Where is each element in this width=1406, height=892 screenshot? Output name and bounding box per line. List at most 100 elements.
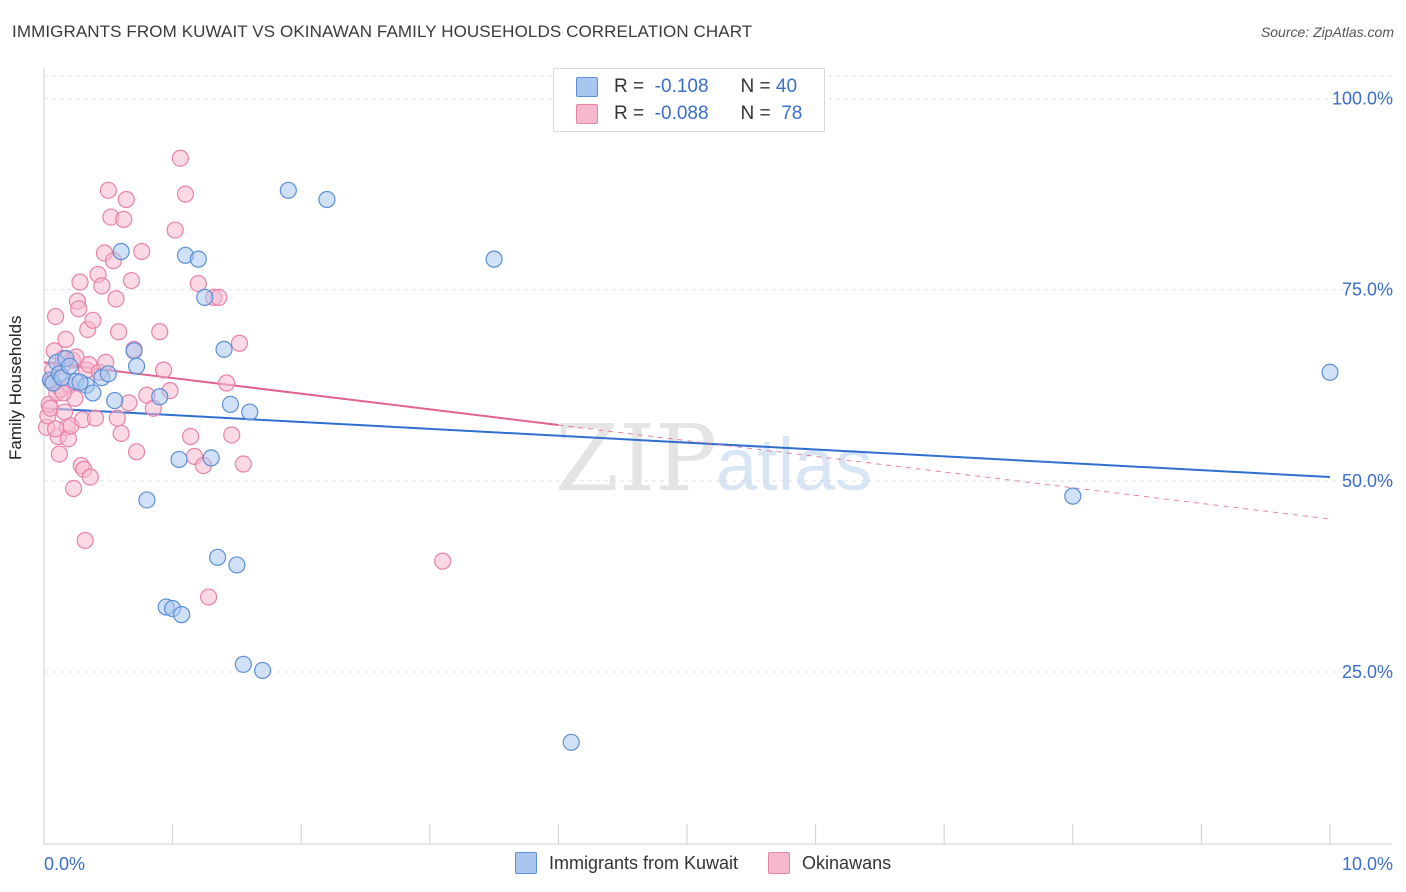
- point-okinawan: [46, 307, 65, 326]
- point-kuwait: [99, 365, 117, 383]
- point-okinawan: [112, 424, 130, 443]
- point-okinawan: [93, 277, 111, 295]
- point-kuwait: [234, 655, 252, 673]
- y-tick-label: 75.0%: [1342, 280, 1393, 300]
- legend-row-okinawan: R = -0.088 N = 78: [576, 102, 802, 126]
- point-okinawan: [107, 290, 125, 308]
- point-kuwait: [138, 491, 156, 509]
- legend-n-label: N =: [740, 103, 771, 124]
- point-kuwait: [221, 395, 240, 413]
- axes: [43, 68, 1392, 845]
- legend-n-value: 40: [775, 76, 798, 97]
- trend-line-kuwait: [43, 407, 1331, 479]
- correlation-legend: R = -0.108 N = 40 R = -0.088 N = 78: [553, 68, 825, 132]
- point-okinawan: [176, 185, 195, 203]
- point-okinawan: [171, 149, 189, 167]
- point-okinawan: [434, 552, 452, 570]
- point-kuwait: [241, 403, 259, 421]
- point-kuwait: [1321, 363, 1339, 381]
- point-kuwait: [170, 450, 188, 469]
- legend-n-label: N =: [740, 76, 771, 97]
- x-tick-label: 0.0%: [44, 854, 85, 874]
- legend-swatch-blue: [576, 77, 598, 97]
- legend-r-value: -0.108: [654, 76, 709, 97]
- y-axis-label: Family Households: [6, 315, 25, 460]
- point-okinawan: [81, 468, 99, 486]
- point-kuwait: [173, 606, 191, 624]
- chart-title: IMMIGRANTS FROM KUWAIT VS OKINAWAN FAMIL…: [12, 22, 753, 41]
- point-okinawan: [71, 273, 89, 291]
- legend-label-okinawans: Okinawans: [802, 852, 892, 873]
- point-kuwait: [151, 388, 169, 406]
- trend-lines: [43, 361, 1331, 520]
- point-kuwait: [196, 288, 214, 306]
- y-tick-label: 25.0%: [1342, 662, 1393, 682]
- point-kuwait: [125, 342, 143, 360]
- point-kuwait: [215, 340, 233, 358]
- point-kuwait: [485, 250, 503, 268]
- point-okinawan: [86, 409, 105, 427]
- point-okinawan: [151, 323, 169, 341]
- x-tick-label: 10.0%: [1342, 854, 1393, 874]
- point-okinawan: [117, 190, 135, 209]
- point-kuwait: [71, 373, 89, 391]
- point-okinawan: [109, 323, 128, 341]
- point-okinawan: [218, 374, 236, 392]
- legend-swatch-pink: [768, 852, 791, 874]
- point-okinawan: [182, 427, 200, 446]
- point-kuwait: [318, 190, 336, 209]
- point-kuwait: [61, 357, 79, 375]
- point-kuwait: [202, 449, 220, 467]
- watermark-zip: ZIP: [555, 405, 717, 512]
- point-okinawan: [41, 399, 60, 417]
- source-label: Source: ZipAtlas.com: [1260, 24, 1394, 40]
- point-okinawan: [223, 426, 241, 444]
- point-okinawan: [99, 181, 117, 199]
- watermark-atlas: atlas: [716, 423, 872, 506]
- legend-item-okinawans[interactable]: Okinawans: [768, 852, 891, 874]
- point-kuwait: [562, 733, 580, 751]
- point-okinawan: [230, 334, 249, 352]
- legend-r-value: -0.088: [654, 103, 709, 124]
- point-okinawan: [46, 420, 65, 438]
- point-kuwait: [209, 548, 227, 566]
- point-okinawan: [122, 271, 141, 290]
- point-okinawan: [133, 242, 151, 261]
- legend-label-kuwait: Immigrants from Kuwait: [549, 852, 739, 873]
- legend-item-kuwait[interactable]: Immigrants from Kuwait: [515, 852, 738, 874]
- legend-r-label: R =: [614, 76, 645, 97]
- legend-r-label: R =: [614, 103, 645, 124]
- point-okinawan: [50, 445, 69, 463]
- point-kuwait: [189, 250, 207, 268]
- point-okinawan: [64, 479, 83, 498]
- point-okinawan: [57, 330, 75, 349]
- point-okinawan: [189, 274, 207, 293]
- legend-swatch-blue: [515, 852, 537, 874]
- point-kuwait: [254, 661, 272, 680]
- point-okinawan: [84, 311, 102, 329]
- point-okinawan: [127, 443, 146, 461]
- point-okinawan: [115, 210, 133, 228]
- legend-row-kuwait: R = -0.108 N = 40: [576, 75, 797, 99]
- series-legend: Immigrants from Kuwait Okinawans: [515, 852, 921, 874]
- point-kuwait: [106, 391, 124, 410]
- point-okinawan: [154, 361, 173, 379]
- point-okinawan: [70, 300, 88, 318]
- point-okinawan: [120, 394, 138, 412]
- point-okinawan: [76, 531, 94, 550]
- tick-labels: 25.0% 50.0% 75.0% 100.0% 0.0% 10.0%: [44, 89, 1393, 874]
- point-kuwait: [228, 556, 246, 574]
- point-okinawan: [166, 221, 184, 239]
- y-tick-label: 100.0%: [1332, 89, 1393, 109]
- point-kuwait: [279, 181, 297, 199]
- point-kuwait: [127, 357, 146, 375]
- gridlines: [44, 75, 1392, 673]
- point-kuwait: [112, 242, 130, 261]
- trend-line-okinawans: [43, 361, 559, 427]
- point-kuwait: [84, 384, 102, 402]
- data-points: [37, 149, 1339, 751]
- y-tick-label: 50.0%: [1342, 471, 1393, 491]
- point-okinawan: [234, 455, 252, 473]
